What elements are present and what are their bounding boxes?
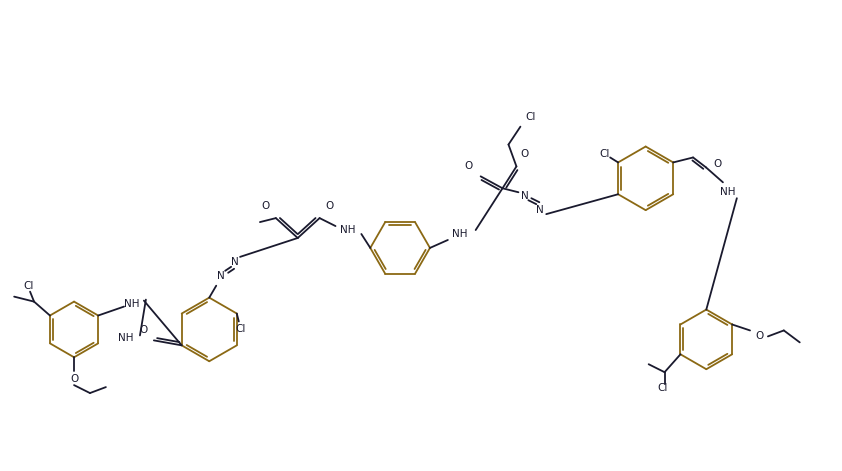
Text: O: O (262, 201, 270, 211)
Text: O: O (325, 201, 333, 211)
Text: NH: NH (125, 299, 140, 309)
Text: O: O (140, 325, 148, 335)
Text: NH: NH (118, 333, 134, 343)
Text: N: N (520, 191, 528, 201)
Text: Cl: Cl (599, 149, 610, 160)
Text: N: N (536, 205, 544, 215)
Text: Cl: Cl (23, 281, 34, 291)
Text: O: O (714, 159, 722, 170)
Text: N: N (217, 271, 225, 281)
Text: Cl: Cl (658, 383, 668, 393)
Text: O: O (70, 374, 78, 384)
Text: NH: NH (720, 187, 736, 197)
Text: O: O (756, 332, 764, 341)
Text: N: N (232, 257, 239, 267)
Text: O: O (465, 162, 473, 171)
Text: NH: NH (452, 229, 467, 239)
Text: Cl: Cl (236, 325, 246, 334)
Text: NH: NH (339, 225, 355, 235)
Text: Cl: Cl (525, 112, 536, 122)
Text: O: O (520, 149, 529, 160)
